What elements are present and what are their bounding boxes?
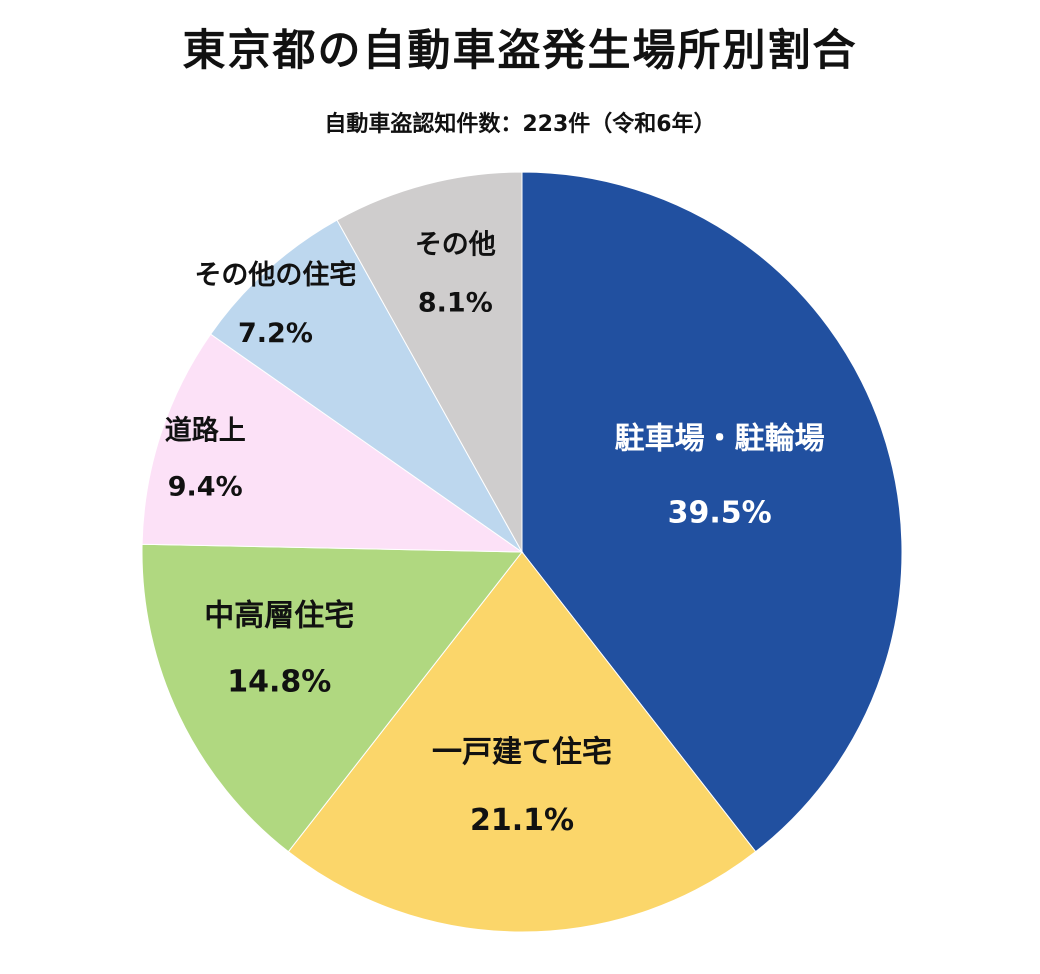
slice-value-label: 39.5% — [668, 496, 772, 531]
chart-title: 東京都の自動車盗発生場所別割合 — [182, 26, 858, 76]
slice-label: その他 — [415, 230, 496, 261]
pie-slice — [287, 551, 757, 933]
pie-slice — [209, 219, 523, 553]
slice-label: 駐車場・駐輪場 — [615, 422, 825, 457]
slice-label: 中高層住宅 — [204, 599, 354, 634]
slice-label: 道路上 — [165, 415, 246, 447]
pie-slice — [336, 171, 523, 554]
slice-value-label: 7.2% — [238, 318, 313, 349]
slice-value-label: 14.8% — [227, 665, 331, 700]
slice-value-label: 9.4% — [168, 472, 243, 503]
slice-value-label: 21.1% — [470, 803, 574, 838]
slice-label: 一戸建て住宅 — [432, 735, 612, 770]
slice-value-label: 8.1% — [418, 288, 493, 319]
chart-subtitle: 自動車盗認知件数：223件（令和6年） — [324, 112, 716, 137]
pie-slice — [141, 543, 524, 853]
pie-slice — [141, 333, 524, 553]
pie-labels: 駐車場・駐輪場 39.5% 一戸建て住宅 21.1% 中高層住宅 14.8% 道路上 9.4%… — [165, 230, 825, 838]
pie-slice — [521, 171, 903, 853]
slice-label: その他の住宅 — [194, 259, 356, 291]
pie-slices — [141, 171, 903, 933]
